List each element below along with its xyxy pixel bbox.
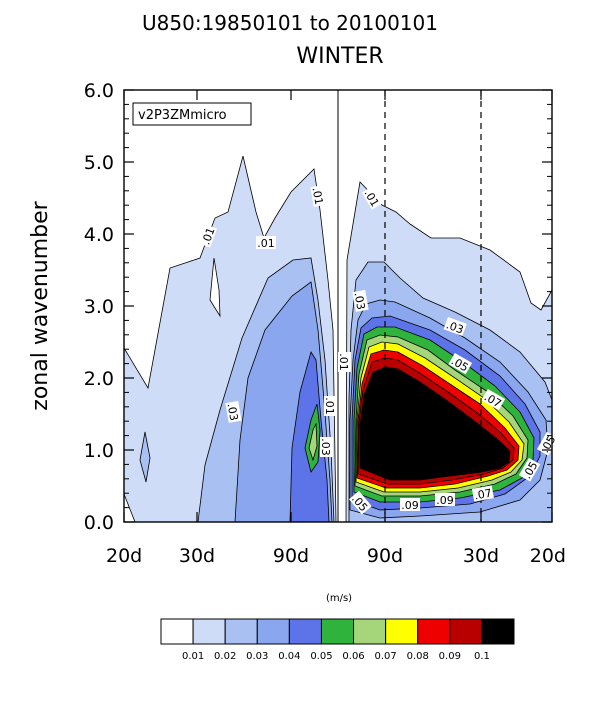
chart-subtitle: WINTER [296, 44, 383, 69]
contour-label-bg [310, 184, 327, 207]
contour-label-bg [361, 185, 384, 210]
x-tick-label: 20d [106, 545, 142, 567]
contour-label-bg [324, 396, 337, 416]
plot-area: .01.01.01.01.03.03.01.01.03.03.05.05.07.… [123, 89, 558, 523]
colorbar-label: 0.02 [214, 651, 236, 662]
contour-label: .09 [435, 493, 455, 507]
contour-label-text: .01 [257, 237, 275, 250]
colorbar-label: 0.09 [439, 651, 461, 662]
contour-hole-1 [209, 257, 221, 318]
y-tick-label: 5.0 [84, 152, 114, 174]
contour-label-bg [320, 437, 333, 457]
contour-label-bg [198, 224, 218, 248]
y-tick-label: 1.0 [84, 440, 114, 462]
colorbar-swatch [417, 618, 451, 645]
colorbar-swatch [160, 618, 194, 645]
colorbar-label: 0.01 [182, 651, 204, 662]
colorbar-swatch [192, 618, 226, 645]
contour-label: .01 [198, 224, 218, 248]
contour-label: .01 [323, 396, 337, 416]
colorbar-swatch [320, 618, 355, 645]
contour-label-bg [225, 400, 242, 423]
y-tick-label: 6.0 [84, 80, 114, 102]
contour-label-bg [443, 317, 467, 337]
colorbar-label: 0.07 [375, 651, 397, 662]
contour-label: .01 [256, 236, 276, 250]
contour-label-text: .01 [323, 397, 336, 415]
contour-label: .01 [310, 184, 327, 207]
contour-label-bg [256, 236, 276, 249]
contour-label-text: .09 [436, 494, 454, 507]
x-tick-label: 30d [463, 545, 499, 567]
colorbar: 0.01 0.02 0.03 0.04 0.05 0.06 0.07 0.08 0.09 0.1 [160, 618, 515, 662]
colorbar-label: 0.08 [407, 651, 429, 662]
colorbar-swatch [353, 618, 387, 645]
y-tick-label: 2.0 [84, 368, 114, 390]
legend-label: v2P3ZMmicro [138, 108, 227, 123]
x-tick-label: 90d [273, 545, 309, 567]
contour-label-text: .03 [319, 438, 332, 456]
contour-label: .03 [443, 317, 467, 337]
colorbar-swatch [256, 618, 290, 645]
colorbar-swatch [385, 618, 419, 645]
colorbar-swatch [449, 618, 483, 645]
contour-label-text: .07 [473, 487, 492, 503]
contour-label: .03 [319, 437, 333, 457]
contour-label-bg [471, 485, 494, 502]
x-tick-label: 30d [179, 545, 215, 567]
y-axis-label: zonal wavenumber [28, 200, 53, 410]
colorbar-label: 0.05 [310, 651, 332, 662]
x-tick-label: 20d [530, 545, 566, 567]
colorbar-label: 0.03 [246, 651, 268, 662]
contour-label-text: .03 [444, 318, 465, 336]
contour-label-bg [435, 493, 455, 506]
contour-label-text: .01 [337, 353, 350, 371]
colorbar-label: 0.04 [278, 651, 300, 662]
contour-labels: .01.01.01.01.03.03.01.01.03.03.05.05.07.… [198, 184, 558, 515]
contour-label: .03 [352, 289, 369, 312]
colorbar-label: 0.1 [474, 651, 490, 662]
contour-label-text: .09 [401, 499, 419, 512]
contour-label-bg [400, 498, 420, 511]
colorbar-label: 0.06 [342, 651, 364, 662]
contour-fill-level-2c [139, 431, 151, 483]
chart-title: U850:19850101 to 20100101 [142, 11, 438, 35]
colorbar-swatch [224, 618, 258, 645]
contour-label-bg [481, 388, 506, 411]
contour-label-text: .03 [352, 291, 368, 310]
contour-label-text: .03 [225, 402, 241, 421]
y-tick-label: 4.0 [84, 224, 114, 246]
contour-fill-level-6 [308, 422, 318, 462]
units-label: (m/s) [326, 593, 352, 604]
colorbar-swatch [481, 618, 515, 645]
y-tick-label: 3.0 [84, 296, 114, 318]
contour-label: .09 [400, 498, 420, 512]
contour-label-bg [348, 490, 372, 515]
colorbar-swatch [288, 618, 322, 645]
x-tick-label: 90d [367, 545, 403, 567]
contour-label-bg [338, 352, 351, 372]
contour-label-bg [518, 457, 541, 482]
contour-label-text: .01 [310, 186, 326, 205]
axes: 0.0 1.0 2.0 3.0 4.0 5.0 6.0 20d 30d 90d 90d 30d 20d [84, 80, 566, 567]
contour-fill-level-10 [359, 366, 511, 481]
contour-label: .01 [337, 352, 351, 372]
contour-label: .07 [471, 485, 494, 503]
contour-label-bg [448, 352, 473, 375]
contour-label-bg [352, 289, 369, 312]
contour-label: .03 [225, 400, 242, 423]
y-tick-label: 0.0 [84, 512, 114, 534]
contour-label-text: .01 [199, 226, 217, 247]
legend-box [132, 102, 252, 126]
